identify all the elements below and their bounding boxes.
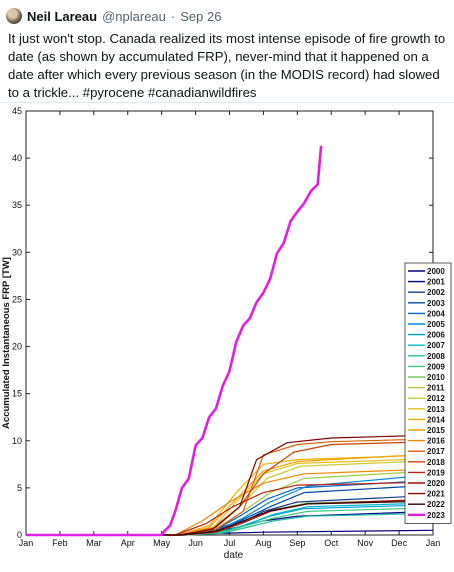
legend-label-2012: 2012 xyxy=(427,394,445,403)
series-line-2017 xyxy=(26,438,434,536)
series-line-2023 xyxy=(26,145,323,537)
x-tick-label: Apr xyxy=(121,538,135,548)
legend-label-2021: 2021 xyxy=(427,490,445,499)
series-line-2015 xyxy=(26,453,434,536)
tweet-header: Neil Lareau @nplareau · Sep 26 xyxy=(6,8,221,24)
legend-label-2008: 2008 xyxy=(427,352,445,361)
legend-label-2018: 2018 xyxy=(427,458,445,467)
separator: · xyxy=(170,8,176,24)
legend-box xyxy=(404,262,452,524)
legend-label-2019: 2019 xyxy=(427,468,445,477)
legend-label-2009: 2009 xyxy=(427,362,445,371)
x-tick-label: Feb xyxy=(52,538,68,548)
legend-label-2004: 2004 xyxy=(427,309,445,318)
x-tick-label: Dec xyxy=(391,538,408,548)
legend-label-2014: 2014 xyxy=(427,415,445,424)
x-tick-label: Aug xyxy=(255,538,271,548)
chart-image[interactable]: 0 5 10 15 20 25 30 35 40 45 Jan Feb Mar Apr May Jun Jul A… xyxy=(0,102,454,567)
series-line-2022 xyxy=(26,500,434,536)
x-tick-label: Nov xyxy=(357,538,374,548)
series-line-2014 xyxy=(26,454,434,536)
series-line-2021 xyxy=(26,434,434,536)
x-tick-label: Mar xyxy=(86,538,102,548)
y-tick-label: 45 xyxy=(12,106,22,116)
y-tick-label: 25 xyxy=(12,294,22,304)
series-line-2013 xyxy=(26,458,434,536)
y-tick-label: 20 xyxy=(12,342,22,352)
legend-label-2023: 2023 xyxy=(427,511,445,520)
x-tick-label: Jul xyxy=(224,538,236,548)
tweet-text: It just won't stop. Canada realized its … xyxy=(8,31,446,100)
x-axis-label: date xyxy=(224,550,244,561)
author-handle[interactable]: @nplareau xyxy=(102,8,166,24)
y-tick-label: 15 xyxy=(12,389,22,399)
x-tick-label: Jun xyxy=(188,538,203,548)
x-tick-label: Jan xyxy=(426,538,441,548)
y-tick-label: 40 xyxy=(12,153,22,163)
legend-label-2006: 2006 xyxy=(427,331,445,340)
y-tick-label: 35 xyxy=(12,200,22,210)
y-tick-label: 30 xyxy=(12,247,22,257)
tweet-date[interactable]: Sep 26 xyxy=(180,8,222,24)
legend-label-2002: 2002 xyxy=(427,288,445,297)
legend-label-2001: 2001 xyxy=(427,278,445,287)
legend-label-2003: 2003 xyxy=(427,299,445,308)
x-tick-label: Sep xyxy=(289,538,305,548)
legend-label-2022: 2022 xyxy=(427,500,445,509)
legend-label-2010: 2010 xyxy=(427,373,445,382)
y-tick-label: 0 xyxy=(17,530,22,540)
avatar[interactable] xyxy=(6,8,22,24)
x-tick-label: May xyxy=(153,538,171,548)
legend-label-2016: 2016 xyxy=(427,437,445,446)
legend-label-2011: 2011 xyxy=(427,384,445,393)
y-tick-label: 10 xyxy=(12,436,22,446)
chart-svg: 0 5 10 15 20 25 30 35 40 45 Jan Feb Mar Apr May Jun Jul A… xyxy=(1,106,452,561)
legend-label-2005: 2005 xyxy=(427,320,445,329)
legend-label-2017: 2017 xyxy=(427,447,445,456)
legend-label-2020: 2020 xyxy=(427,479,445,488)
y-tick-label: 5 xyxy=(17,483,22,493)
legend-label-2000: 2000 xyxy=(427,267,445,276)
legend-label-2015: 2015 xyxy=(427,426,445,435)
author-name[interactable]: Neil Lareau xyxy=(27,8,98,24)
legend-label-2007: 2007 xyxy=(427,341,445,350)
x-tick-label: Oct xyxy=(324,538,339,548)
legend-label-2013: 2013 xyxy=(427,405,445,414)
y-axis-label: Accumulated Instantaneous FRP [TW] xyxy=(1,257,12,429)
x-tick-label: Jan xyxy=(19,538,34,548)
